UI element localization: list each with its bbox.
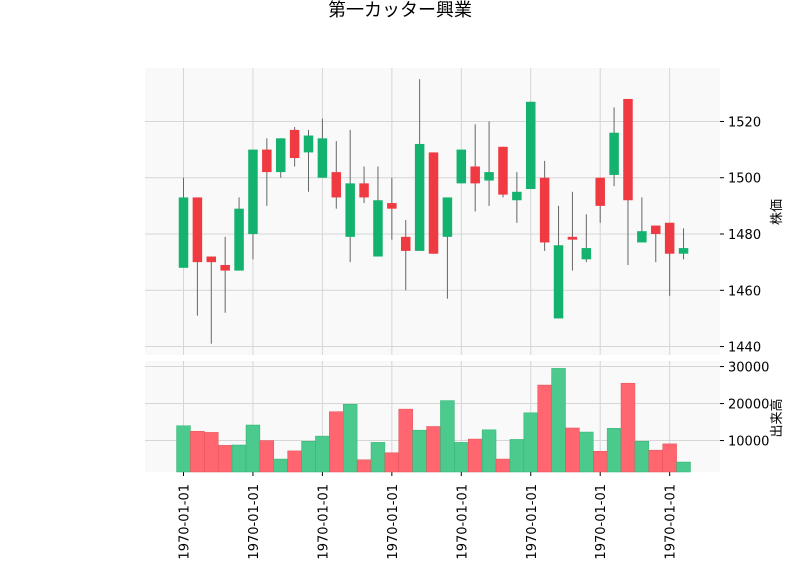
x-tick-label: 1970-01-01 (316, 484, 331, 560)
volume-bar (398, 408, 413, 473)
volume-bar (412, 429, 427, 473)
volume-bar (551, 368, 566, 473)
candle-up (234, 208, 244, 271)
x-tick-label: 1970-01-01 (386, 484, 401, 560)
candle-down (664, 222, 675, 254)
candle-down (567, 236, 578, 240)
candle-up (484, 172, 494, 181)
volume-bar (565, 427, 580, 473)
candle-down (651, 225, 661, 235)
volume-bar (579, 431, 594, 473)
x-tick-label: 1970-01-01 (594, 484, 609, 560)
candle-up (581, 248, 592, 260)
volume-bar (593, 451, 608, 473)
candle-down (289, 129, 300, 159)
candle-down (206, 256, 217, 263)
price-axis-label: 株価 (770, 199, 785, 225)
volume-bar (231, 444, 247, 473)
candle-down (400, 236, 411, 251)
volume-bar (176, 425, 191, 473)
volume-bar (204, 432, 219, 473)
volume-bar (217, 445, 233, 473)
candle-down (331, 172, 342, 198)
candle-up (456, 149, 467, 184)
volume-bar (509, 439, 525, 473)
volume-bar (648, 449, 663, 473)
candle-down (192, 197, 203, 263)
price-tick-label: 1480 (728, 228, 761, 243)
candle-up (442, 197, 453, 237)
candle-up (512, 191, 522, 201)
volume-bar (245, 424, 261, 473)
volume-series (176, 368, 691, 473)
price-tick-label: 1440 (728, 341, 761, 356)
volume-bar (537, 384, 552, 473)
volume-bar (287, 450, 302, 473)
x-tick-label: 1970-01-01 (247, 484, 262, 560)
candle-up (275, 138, 286, 173)
candle-down (470, 166, 480, 184)
x-tick-label: 1970-01-01 (664, 484, 679, 560)
volume-bar (620, 382, 636, 473)
chart-title: 第一カッター興業 (328, 0, 472, 21)
candle-up (303, 135, 314, 153)
volume-bar (426, 426, 441, 473)
candle-down (623, 98, 633, 201)
volume-axis-label: 出来高 (769, 398, 785, 437)
candle-up (248, 149, 258, 235)
volume-tick-label: 10000 (728, 435, 769, 450)
candle-down (359, 183, 369, 198)
volume-bar (676, 461, 691, 473)
candle-down (498, 146, 508, 195)
candle-up (373, 200, 383, 257)
volume-bar (384, 452, 400, 473)
candle-up (609, 132, 619, 175)
volume-bar (440, 400, 455, 473)
price-tick-label: 1500 (728, 172, 761, 187)
candle-series (178, 98, 689, 319)
candle-down (595, 177, 605, 206)
volume-bar (342, 404, 358, 473)
volume-bar (315, 435, 330, 473)
x-tick-label: 1970-01-01 (455, 484, 470, 560)
axis-ticks: 1440 1460 1480 1500 1520 10000 20000 30000 1970-… (178, 115, 770, 559)
candle-up (637, 231, 647, 243)
candle-up (317, 138, 328, 178)
volume-bar (329, 411, 344, 473)
volume-tick-label: 20000 (728, 398, 769, 413)
volume-bar (662, 443, 677, 473)
volume-bar (606, 428, 622, 473)
candle-up (414, 143, 425, 251)
candle-down (220, 264, 230, 271)
volume-bar (467, 438, 483, 473)
volume-bar (259, 440, 275, 473)
candle-up (178, 197, 189, 268)
x-tick-label: 1970-01-01 (178, 484, 193, 560)
candle-down (387, 203, 397, 209)
volume-bar (634, 441, 650, 473)
volume-bar (273, 458, 288, 473)
candle-up (526, 101, 536, 189)
volume-bar (454, 442, 469, 473)
volume-bar (301, 441, 316, 473)
volume-bar (356, 459, 372, 473)
candle-down (539, 177, 550, 243)
candle-down (428, 152, 439, 254)
price-tick-label: 1460 (728, 284, 761, 299)
volume-bar (523, 412, 538, 473)
candle-up (553, 245, 564, 319)
volume-bar (495, 458, 511, 473)
volume-bar (481, 429, 497, 473)
volume-bar (370, 442, 386, 473)
price-tick-label: 1520 (728, 115, 761, 130)
candle-down (262, 149, 272, 173)
x-tick-label: 1970-01-01 (525, 484, 540, 560)
volume-tick-label: 30000 (728, 361, 769, 376)
volume-bar (190, 431, 205, 473)
candle-up (678, 248, 689, 254)
candle-up (345, 183, 355, 237)
